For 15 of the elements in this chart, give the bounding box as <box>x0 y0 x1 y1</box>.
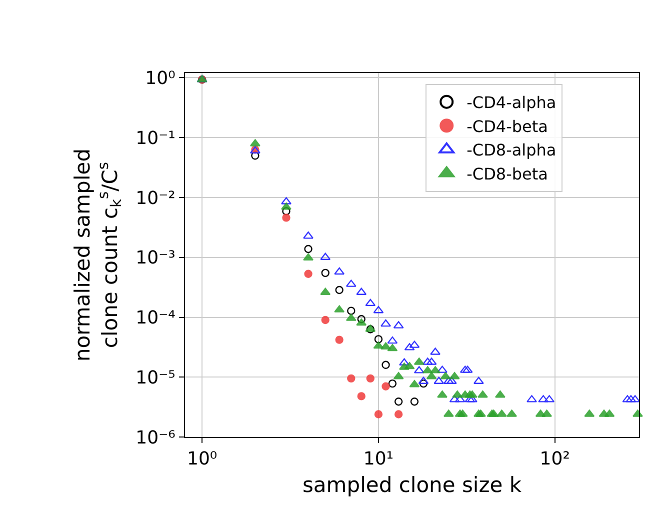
y-tick-label: 10⁻¹ <box>136 128 176 149</box>
x-axis-title: sampled clone size k <box>302 472 522 497</box>
x-tick-label: 10⁰ <box>187 448 218 470</box>
legend-label: -CD4-beta <box>466 116 548 136</box>
y-tick-label: 10⁰ <box>145 68 176 90</box>
legend-label: -CD4-alpha <box>466 93 556 112</box>
legend-label: -CD8-beta <box>466 164 548 184</box>
x-tick-label: 10¹ <box>363 448 394 470</box>
y-tick-label: 10⁻² <box>136 188 176 209</box>
y-tick-label: 10⁻⁵ <box>136 367 176 388</box>
legend-label: -CD8-alpha <box>466 140 556 160</box>
y-tick-label: 10⁻⁶ <box>136 427 176 448</box>
y-tick-label: 10⁻³ <box>136 248 176 269</box>
y-tick-label: 10⁻⁴ <box>136 308 176 329</box>
x-tick-label: 10² <box>540 448 570 470</box>
